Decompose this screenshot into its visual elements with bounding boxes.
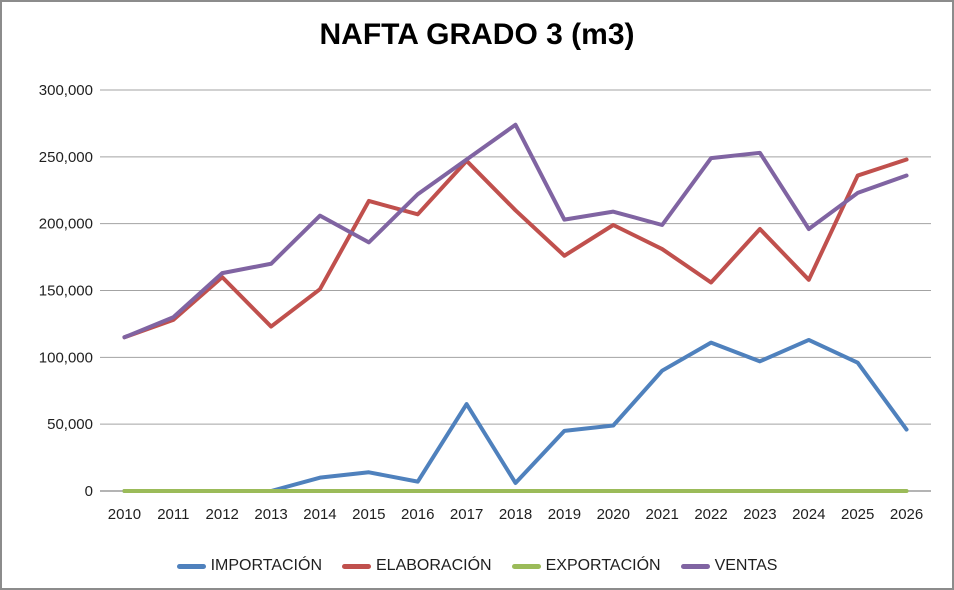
x-tick-label: 2010 — [108, 506, 141, 523]
y-tick-label: 250,000 — [39, 149, 93, 166]
legend-label-exportacion: EXPORTACIÓN — [545, 557, 661, 574]
series-line-elaboracion — [122, 157, 909, 340]
x-tick-label: 2011 — [157, 506, 189, 523]
x-tick-label: 2023 — [743, 506, 776, 523]
x-tick-label: 2016 — [401, 506, 434, 523]
series-lines — [122, 122, 909, 493]
x-tick-label: 2015 — [352, 506, 385, 523]
x-tick-label: 2019 — [548, 506, 581, 523]
legend-label-ventas: VENTAS — [714, 557, 778, 574]
legend-swatch-importacion — [176, 563, 206, 569]
y-tick-label: 50,000 — [47, 416, 93, 433]
y-axis-labels: 0 50,000 100,000 150,000 200,000 250,000 300,0… — [39, 82, 93, 500]
chart-title: NAFTA GRADO 3 (m3) — [319, 18, 635, 51]
gridlines — [100, 89, 931, 492]
x-tick-label: 2024 — [792, 506, 825, 523]
x-tick-label: 2022 — [694, 506, 727, 523]
x-tick-label: 2026 — [890, 506, 923, 523]
legend-item-exportacion: EXPORTACIÓN — [511, 557, 661, 575]
legend-item-elaboracion: ELABORACIÓN — [342, 557, 492, 575]
series-line-importacion — [122, 337, 909, 493]
x-tick-label: 2017 — [450, 506, 483, 523]
x-axis-labels: 2010 2011 2012 2013 2014 2015 2016 2017 2018 2019… — [108, 506, 923, 523]
x-tick-label: 2025 — [841, 506, 874, 523]
series-line-ventas — [122, 122, 909, 340]
x-tick-label: 2020 — [597, 506, 630, 523]
legend-label-elaboracion: ELABORACIÓN — [376, 557, 492, 574]
y-tick-label: 150,000 — [39, 283, 93, 300]
legend-swatch-ventas — [680, 563, 710, 569]
legend-item-importacion: IMPORTACIÓN — [176, 557, 322, 575]
legend-label-importacion: IMPORTACIÓN — [210, 557, 322, 574]
x-tick-label: 2021 — [645, 506, 678, 523]
chart-legend: IMPORTACIÓN ELABORACIÓN EXPORTACIÓN VENTAS — [2, 557, 952, 575]
x-tick-label: 2018 — [499, 506, 532, 523]
legend-swatch-exportacion — [511, 563, 541, 569]
x-tick-label: 2014 — [303, 506, 336, 523]
x-tick-label: 2012 — [206, 506, 239, 523]
y-tick-label: 100,000 — [39, 349, 93, 366]
x-tick-label: 2013 — [254, 506, 287, 523]
y-tick-label: 300,000 — [39, 82, 93, 99]
y-tick-label: 0 — [85, 483, 93, 500]
legend-item-ventas: VENTAS — [680, 557, 778, 575]
legend-swatch-elaboracion — [342, 563, 371, 569]
y-tick-label: 200,000 — [39, 216, 93, 233]
